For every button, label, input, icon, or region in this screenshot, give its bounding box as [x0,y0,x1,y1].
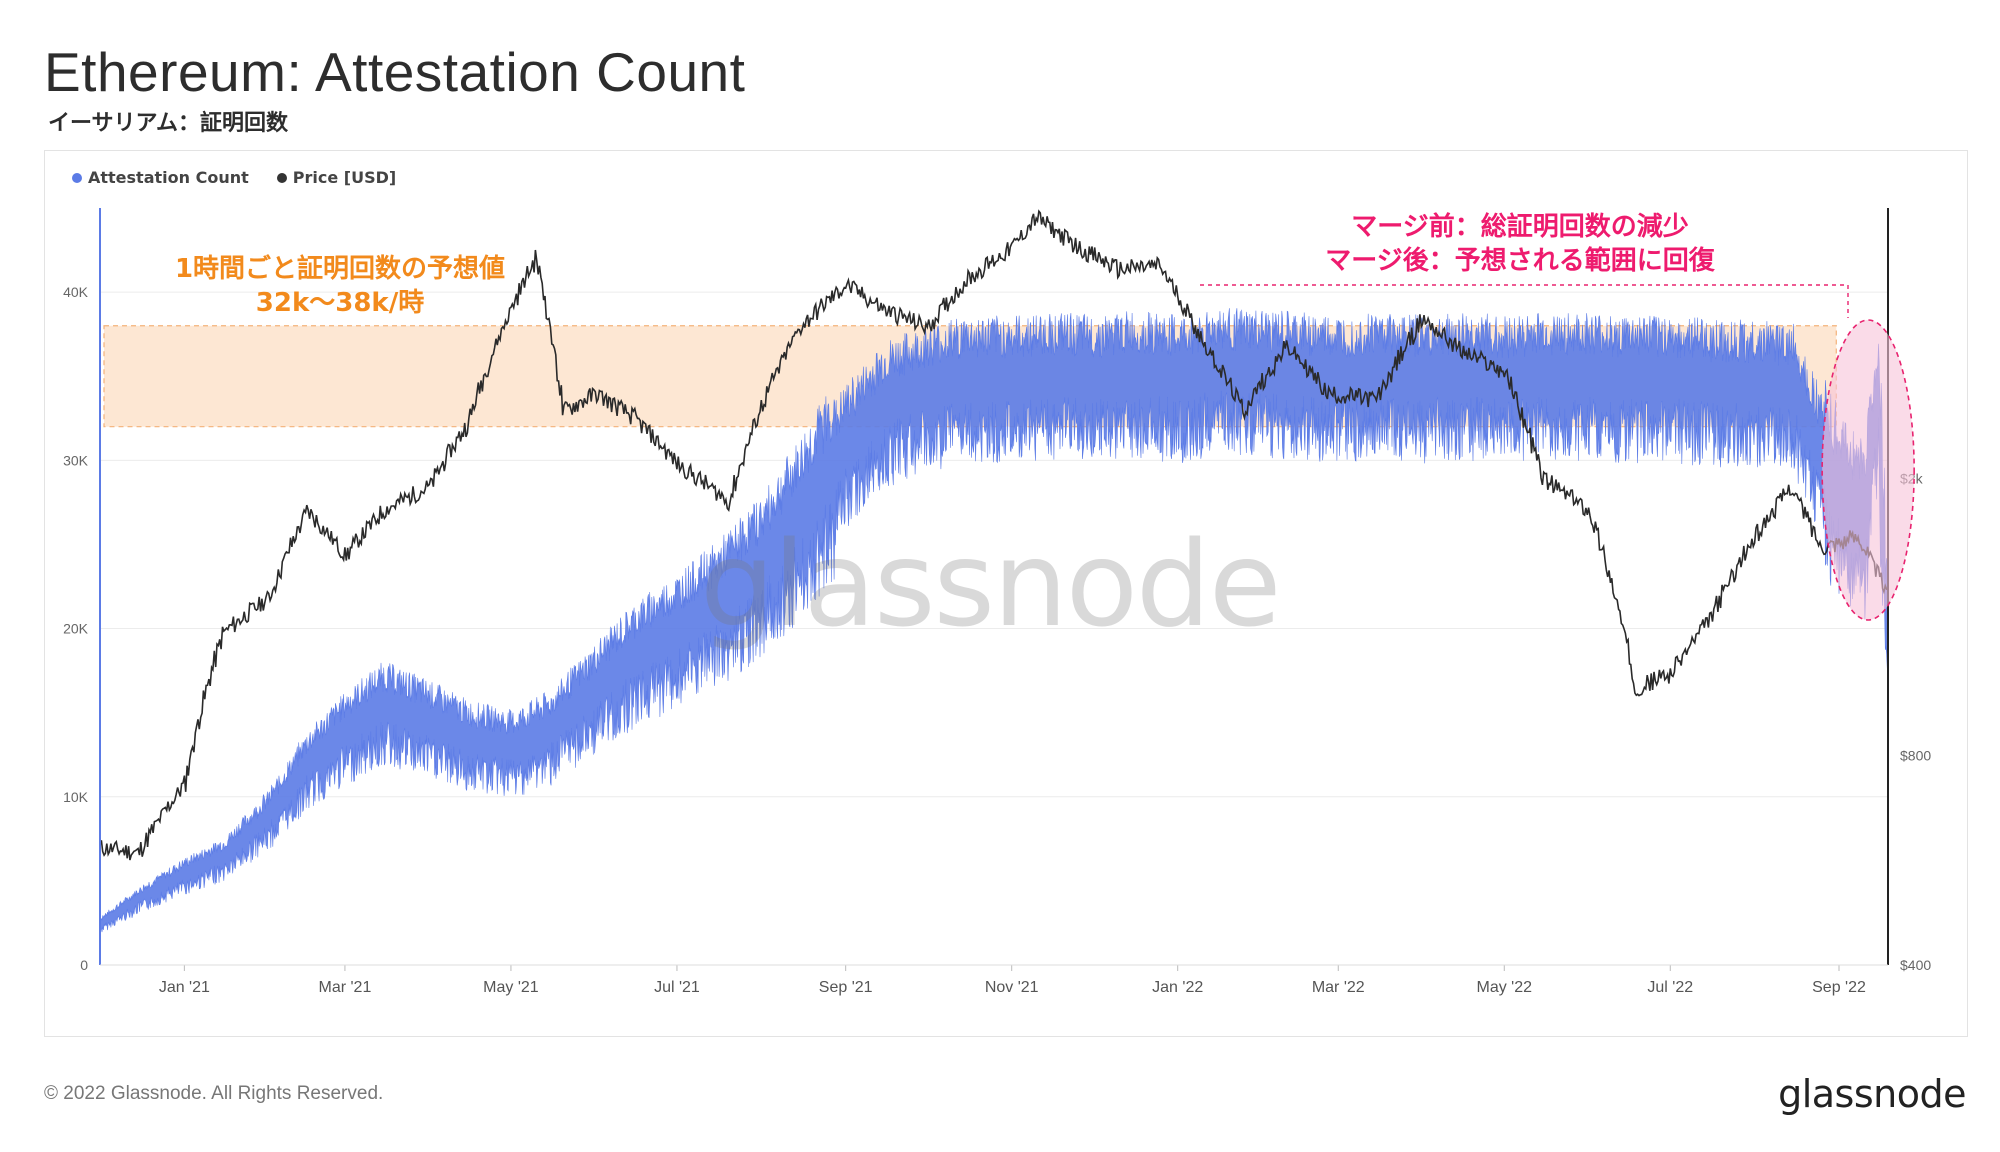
x-tick-label: Sep '21 [819,979,873,996]
legend-label-price: Price [USD] [292,168,397,187]
x-tick-label: Mar '22 [1312,979,1365,996]
merge-annotation: マージ前：総証明回数の減少 マージ後：予想される範囲に回復 [1250,210,1790,278]
x-tick-label: Jul '22 [1647,979,1693,996]
chart-panel [44,150,1968,1037]
copyright-text: © 2022 Glassnode. All Rights Reserved. [44,1083,384,1104]
expected-range-line1: 1時間ごと証明回数の予想値 [174,254,506,284]
page-subtitle: イーサリアム：証明回数 [48,111,289,136]
x-tick-label: Jan '21 [159,979,210,996]
legend-item-attestation[interactable]: Attestation Count [72,168,249,187]
y-left-tick-label: 10K [63,789,89,805]
merge-highlight [1821,319,1915,621]
expected-range-line2: 32k〜38k/時 [255,288,425,318]
x-tick-label: May '22 [1477,979,1533,996]
x-tick-label: Jul '21 [654,979,700,996]
price-series [99,209,1888,861]
legend-label-attestation: Attestation Count [88,168,249,187]
price-legend-dot-icon [276,172,287,183]
merge-annotation-line2: マージ後：予想される範囲に回復 [1325,246,1715,276]
chart-legend: Attestation Count Price [USD] [72,168,396,187]
brand-logo: glassnode [1778,1072,1966,1116]
attestation-legend-dot-icon [72,172,82,183]
x-tick-label: Nov '21 [985,979,1039,996]
y-left-tick-label: 40K [63,284,89,300]
x-tick-label: Sep '22 [1812,979,1866,996]
y-left-tick-label: 20K [63,621,89,637]
merge-connector [1200,284,1849,318]
legend-item-price[interactable]: Price [USD] [276,168,397,187]
x-tick-label: May '21 [483,979,539,996]
x-tick-label: Jan '22 [1152,979,1203,996]
y-right-tick-label: $400 [1900,957,1931,973]
expected-range-annotation: 1時間ごと証明回数の予想値 32k〜38k/時 [110,252,570,320]
y-left-tick-label: 0 [80,957,88,973]
x-tick-label: Mar '21 [319,979,372,996]
merge-annotation-line1: マージ前：総証明回数の減少 [1351,212,1689,242]
y-left-tick-label: 30K [63,452,89,468]
page-title: Ethereum: Attestation Count [44,41,746,103]
y-right-tick-label: $800 [1900,748,1931,764]
